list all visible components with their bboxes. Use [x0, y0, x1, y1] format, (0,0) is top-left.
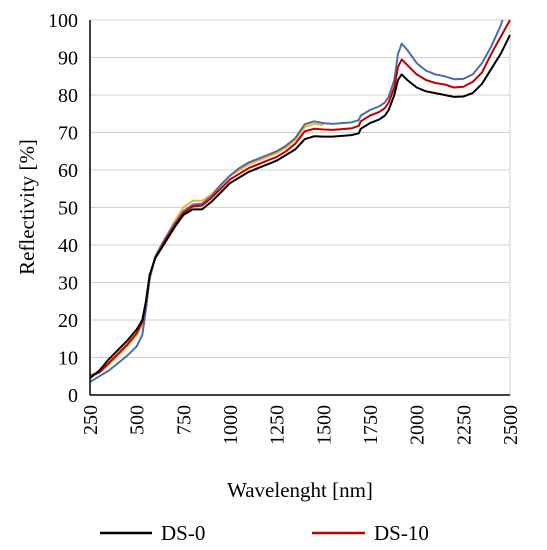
y-tick-label: 100 [48, 10, 78, 32]
y-tick-label: 40 [58, 235, 78, 257]
series-line-4 [89, 19, 504, 383]
y-tick-label: 70 [58, 123, 78, 145]
legend-label: DS-10 [374, 521, 429, 545]
y-tick-label: 80 [58, 85, 78, 107]
series-line-ds-0 [89, 34, 511, 379]
y-tick-label: 60 [58, 160, 78, 182]
legend: DS-0 DS-10 [100, 521, 429, 545]
y-tick-label: 30 [58, 273, 78, 295]
x-tick-label: 2000 [407, 405, 429, 445]
y-tick-label: 20 [58, 310, 78, 332]
x-tick-label: 1000 [220, 405, 242, 445]
y-tick-label: 50 [58, 198, 78, 220]
legend-label: DS-0 [161, 521, 205, 545]
x-tick-label: 750 [173, 405, 195, 435]
y-tick-label: 90 [58, 48, 78, 70]
gridlines [90, 19, 510, 358]
x-tick-label: 1500 [313, 405, 335, 445]
x-tick-label: 2500 [500, 405, 522, 445]
series-line-ds-10 [89, 19, 511, 378]
x-axis-title: Wavelenght [nm] [227, 478, 373, 502]
series-line-3 [89, 122, 324, 376]
x-tick-label: 1250 [267, 405, 289, 445]
y-axis-title: Reflectivity [%] [15, 139, 39, 275]
x-tick-label: 1750 [360, 405, 382, 445]
series-lines [89, 19, 511, 383]
x-tick-label: 500 [127, 405, 149, 435]
x-tick-label: 250 [80, 405, 102, 435]
y-tick-label: 10 [58, 348, 78, 370]
y-tick-label: 0 [68, 385, 78, 407]
x-tick-labels: 250 500 750 1000 1250 1500 1750 2000 2250 2500 [80, 405, 522, 445]
x-tick-label: 2250 [453, 405, 475, 445]
y-tick-labels: 0 10 20 30 40 50 60 70 80 90 100 [48, 10, 78, 407]
